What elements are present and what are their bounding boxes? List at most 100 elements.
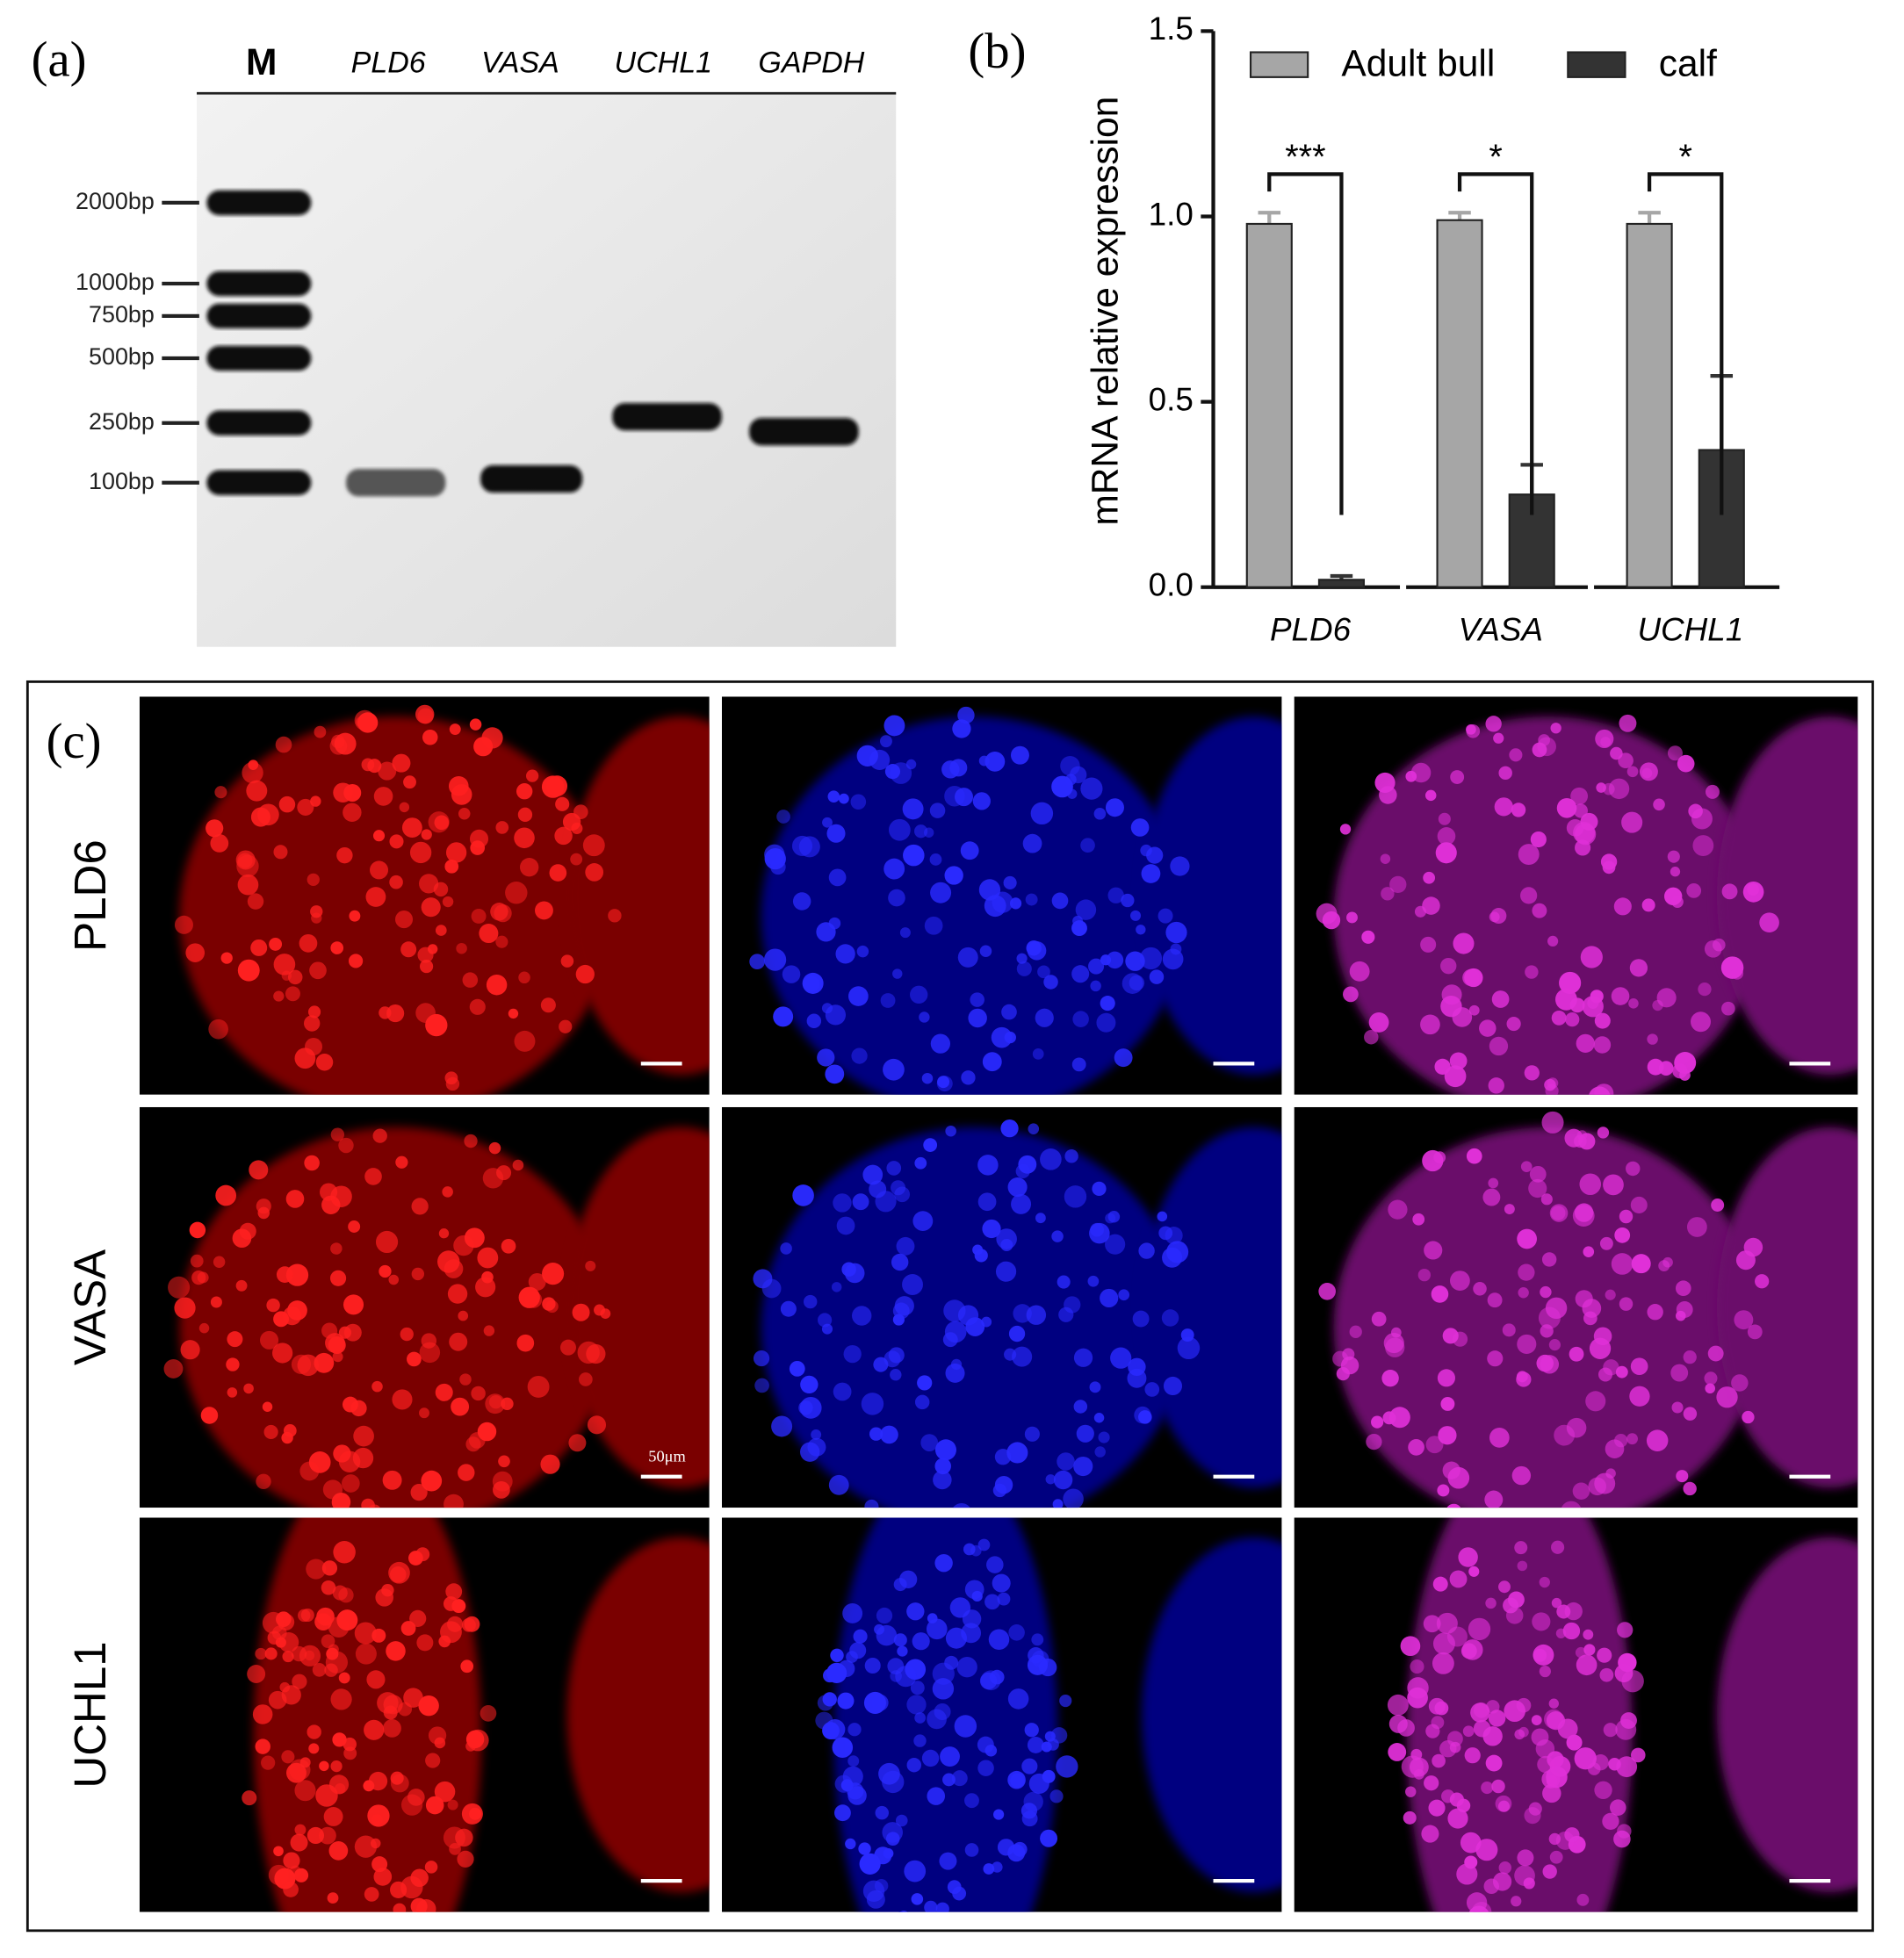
cell bbox=[1432, 1576, 1448, 1592]
cell bbox=[1489, 1428, 1510, 1448]
cell bbox=[1653, 798, 1665, 811]
cell bbox=[1428, 1799, 1446, 1817]
cell bbox=[1008, 1624, 1025, 1641]
cell bbox=[899, 1911, 908, 1912]
cell bbox=[200, 1407, 219, 1424]
cell bbox=[1464, 1747, 1481, 1764]
cell bbox=[364, 1168, 382, 1185]
cell bbox=[445, 1583, 463, 1601]
cell bbox=[1157, 1211, 1168, 1222]
cell bbox=[803, 1294, 818, 1309]
cell bbox=[833, 1382, 852, 1401]
cell bbox=[1630, 1196, 1648, 1213]
cell bbox=[319, 1826, 336, 1845]
cell bbox=[1134, 1406, 1151, 1424]
cell bbox=[984, 751, 1006, 772]
cell bbox=[902, 1274, 923, 1295]
cell bbox=[1368, 1012, 1389, 1033]
cell bbox=[1663, 887, 1683, 906]
cell bbox=[367, 1804, 390, 1827]
cell bbox=[1498, 1861, 1511, 1875]
cell bbox=[1538, 1307, 1561, 1329]
cell bbox=[361, 758, 375, 772]
tubule bbox=[566, 1537, 710, 1893]
cell bbox=[262, 1401, 273, 1412]
cell bbox=[1422, 896, 1440, 915]
cell bbox=[568, 1434, 587, 1452]
cell bbox=[1575, 839, 1591, 856]
cell bbox=[462, 972, 479, 988]
cell bbox=[890, 1369, 902, 1381]
cell bbox=[516, 1334, 535, 1352]
cell bbox=[304, 1650, 315, 1661]
cell bbox=[1599, 1667, 1614, 1682]
cell bbox=[1436, 1612, 1458, 1634]
cell bbox=[869, 1427, 883, 1441]
tubule bbox=[1333, 716, 1763, 1095]
cell bbox=[1626, 766, 1639, 778]
cell bbox=[163, 1359, 184, 1379]
cell bbox=[587, 1415, 607, 1435]
cell bbox=[1446, 1503, 1461, 1508]
cell bbox=[400, 1621, 416, 1636]
cell bbox=[1617, 1622, 1634, 1638]
cell bbox=[579, 1372, 593, 1386]
cell bbox=[375, 1588, 393, 1607]
cell bbox=[995, 1261, 1017, 1282]
cell bbox=[1615, 1365, 1628, 1379]
cell bbox=[1583, 1644, 1596, 1656]
cell bbox=[1437, 1484, 1450, 1497]
cell bbox=[185, 943, 206, 962]
tubule bbox=[179, 1127, 613, 1508]
cell bbox=[408, 1551, 423, 1566]
cell bbox=[1349, 961, 1370, 982]
cell bbox=[1566, 1734, 1583, 1751]
marker-band bbox=[206, 345, 312, 371]
cell bbox=[393, 1903, 407, 1912]
cell bbox=[806, 1013, 822, 1029]
cell bbox=[1511, 803, 1526, 817]
cell bbox=[1441, 1789, 1455, 1803]
cell bbox=[388, 1274, 400, 1285]
cell bbox=[1110, 1347, 1132, 1369]
cell bbox=[371, 1380, 383, 1393]
cell bbox=[372, 1128, 387, 1143]
lane-label: VASA bbox=[481, 47, 559, 80]
cell bbox=[278, 795, 296, 813]
cell bbox=[1731, 1374, 1749, 1392]
cell bbox=[1037, 965, 1050, 979]
cell bbox=[1440, 957, 1457, 975]
cell bbox=[822, 817, 833, 828]
cell bbox=[1618, 1652, 1637, 1673]
cell bbox=[555, 796, 570, 811]
cell bbox=[403, 775, 416, 789]
cell bbox=[892, 1302, 910, 1320]
cell bbox=[1087, 1275, 1100, 1287]
cell bbox=[256, 1473, 271, 1490]
cell bbox=[992, 891, 1013, 913]
cell bbox=[923, 827, 934, 838]
cell bbox=[853, 1629, 868, 1644]
cell bbox=[1047, 1738, 1059, 1751]
cell bbox=[1407, 1687, 1428, 1709]
cell bbox=[274, 1868, 296, 1890]
cell bbox=[1049, 1789, 1064, 1803]
cell bbox=[449, 723, 461, 736]
panel-label: (c) bbox=[47, 715, 102, 769]
cell bbox=[411, 1267, 425, 1281]
cell bbox=[1011, 1193, 1032, 1214]
cell bbox=[811, 1429, 822, 1440]
marker-band bbox=[206, 410, 312, 436]
cell bbox=[1594, 1012, 1611, 1029]
marker-band bbox=[206, 470, 312, 495]
cell bbox=[927, 1787, 946, 1805]
cell bbox=[291, 1645, 307, 1662]
cell bbox=[992, 1483, 1007, 1498]
cell bbox=[585, 1260, 596, 1271]
cell bbox=[954, 1715, 977, 1738]
cell bbox=[944, 866, 963, 885]
cell bbox=[1529, 1165, 1547, 1183]
cell bbox=[834, 1804, 851, 1822]
cell bbox=[1371, 1311, 1387, 1327]
cell bbox=[570, 853, 583, 866]
